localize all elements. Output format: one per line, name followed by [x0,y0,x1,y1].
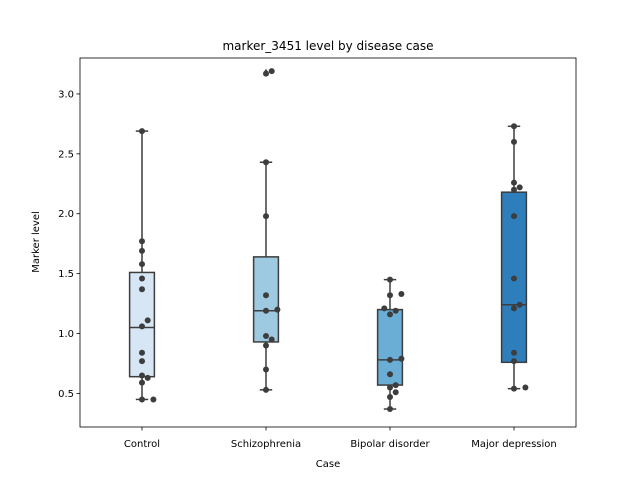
chart-title: marker_3451 level by disease case [222,39,433,53]
data-point [263,70,269,77]
data-point [511,275,517,282]
y-tick-label: 2.0 [58,209,74,220]
box-3 [376,308,404,386]
data-point [522,384,529,391]
plot-area: 0.5 1.0 1.5 2.0 2.5 3.0 Control Schizophrenia Bi… [58,68,557,450]
data-point [511,138,517,145]
box-2 [252,256,280,343]
data-point [392,389,399,396]
data-point [398,291,405,298]
data-point [263,366,269,373]
data-point [139,275,145,282]
data-point [511,305,517,312]
y-tick-label: 3.0 [58,89,74,100]
data-point [150,396,157,403]
data-point [139,128,145,135]
plot-frame [79,57,577,428]
data-point [263,159,269,166]
y-tick-label: 2.5 [58,149,74,160]
data-point [263,292,269,299]
data-point [139,349,145,356]
data-point [516,301,523,308]
data-point [139,396,145,403]
data-point [139,286,145,293]
data-point [398,355,405,362]
data-point [511,179,517,186]
data-point [511,349,517,356]
x-tick-label: Bipolar disorder [350,439,430,450]
x-tick-label: Schizophrenia [231,439,301,450]
data-point [387,384,393,391]
data-point [387,311,393,318]
data-point [274,306,281,313]
y-tick-label: 1.5 [58,269,74,280]
data-point [268,68,275,75]
data-point [139,379,145,386]
data-point [387,406,393,413]
data-point [511,123,517,130]
y-tick-label: 0.5 [58,389,74,400]
data-point [263,307,269,314]
data-point [263,342,269,349]
data-point [139,372,145,379]
data-point [139,358,145,365]
data-point [381,305,388,312]
data-point [387,356,393,363]
y-tick-label: 1.0 [58,329,74,340]
data-point [387,394,393,401]
data-point [392,382,399,389]
data-point [516,184,523,191]
y-axis-label: Marker level [31,211,42,273]
data-point [139,323,145,330]
data-point [268,336,275,343]
data-point [511,186,517,193]
data-point [387,276,393,283]
data-point [387,292,393,299]
data-point [392,307,399,314]
data-point [144,317,151,324]
data-point [263,213,269,220]
data-point [511,213,517,220]
data-point [139,261,145,268]
data-point [387,371,393,378]
data-point [139,247,145,254]
data-point [139,238,145,245]
data-point [144,374,151,381]
data-point [511,358,517,365]
x-tick-label: Major depression [471,439,557,450]
data-point [263,386,269,393]
x-tick-label: Control [124,439,160,450]
x-axis-label: Case [316,459,340,470]
data-point [263,332,269,339]
data-point [511,385,517,392]
